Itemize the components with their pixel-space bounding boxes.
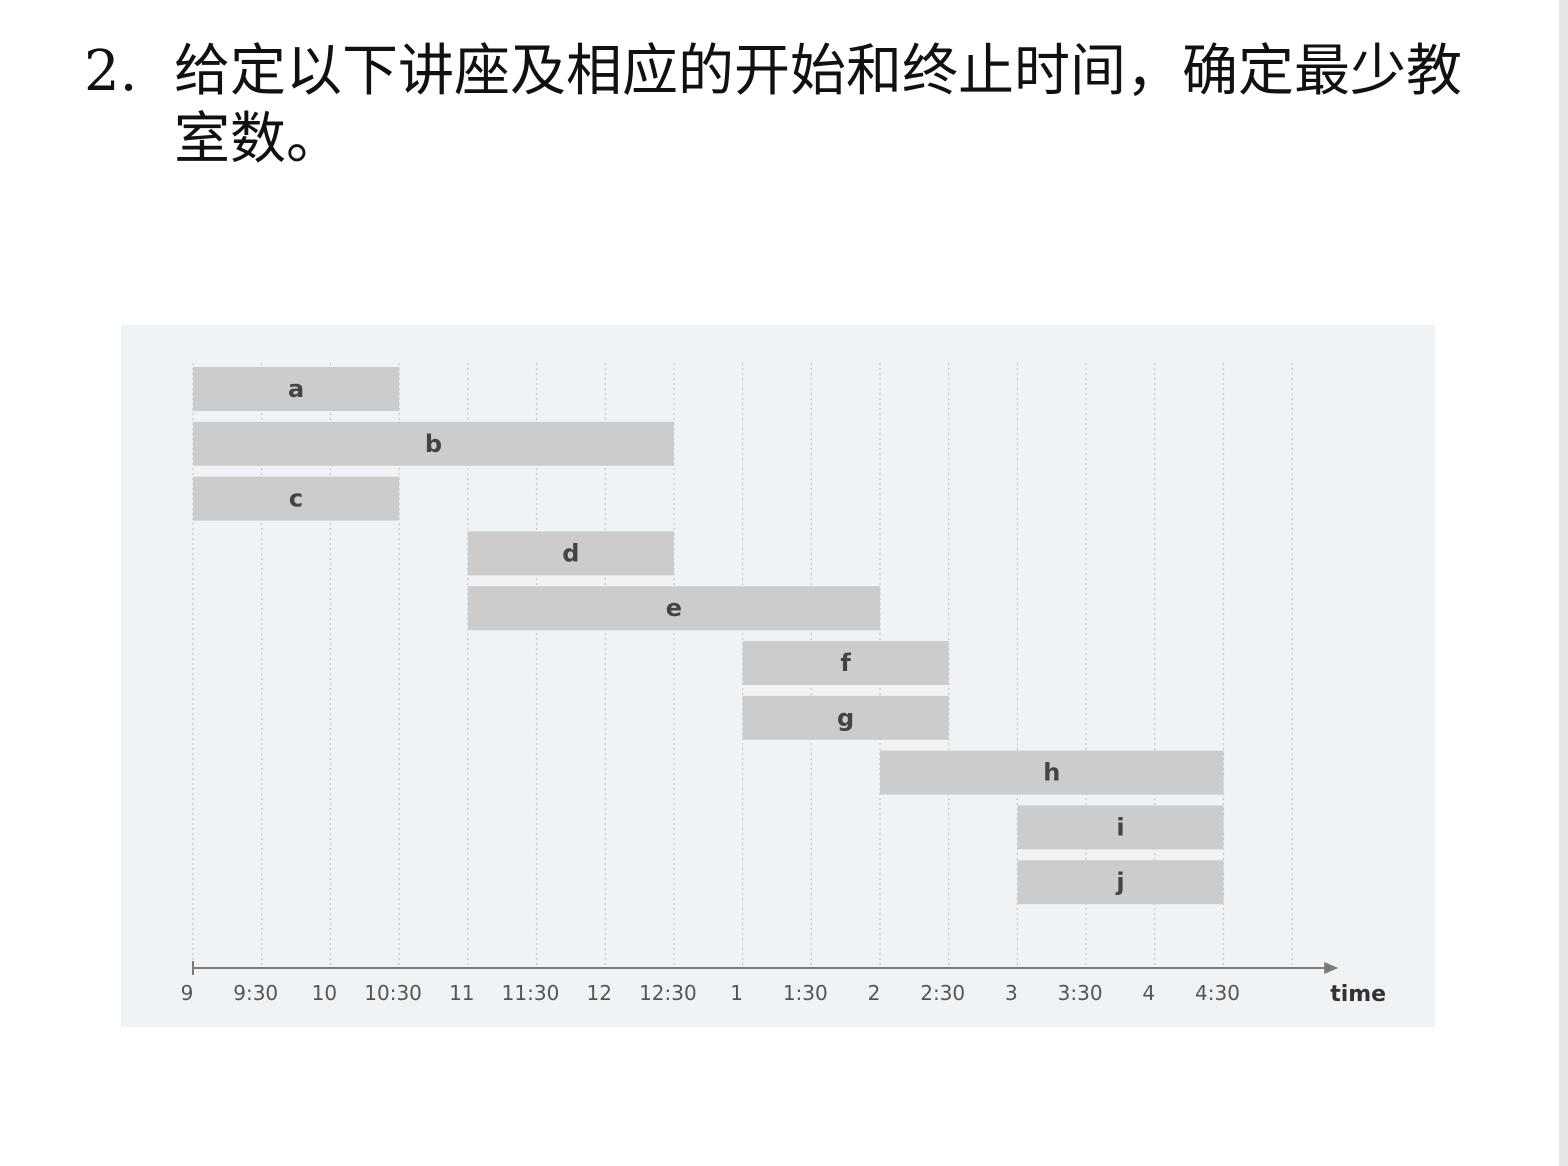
lecture-bar-h bbox=[880, 750, 1224, 795]
lecture-bar-a bbox=[193, 367, 400, 411]
x-tick-label: 9 bbox=[181, 981, 194, 1005]
x-tick-label: 4 bbox=[1142, 981, 1155, 1005]
x-tick-label: 10 bbox=[312, 981, 337, 1005]
window-edge bbox=[1559, 0, 1568, 1166]
lecture-bar-d bbox=[467, 531, 674, 576]
x-tick-label: 3:30 bbox=[1058, 981, 1103, 1005]
time-axis-arrowhead bbox=[1324, 962, 1339, 974]
x-tick-label: 4:30 bbox=[1195, 981, 1240, 1005]
x-tick-label: 11 bbox=[449, 981, 474, 1005]
lecture-bar-c bbox=[193, 476, 400, 521]
x-tick-label: 12:30 bbox=[639, 981, 697, 1005]
lecture-bar-f bbox=[742, 641, 949, 685]
lecture-label-f: f bbox=[840, 649, 851, 677]
x-tick-label: 2 bbox=[868, 981, 881, 1005]
x-tick-label: 10:30 bbox=[364, 981, 422, 1005]
x-tick-label: 2:30 bbox=[920, 981, 965, 1005]
lecture-bar-e bbox=[467, 586, 880, 631]
x-tick-label: 1 bbox=[730, 981, 743, 1005]
lecture-schedule-chart: a b c d e f g h i j 9 9:30 10 10:30 11 11:30 12 12:30 1 1:3… bbox=[121, 325, 1435, 1027]
x-axis-title: time bbox=[1330, 982, 1386, 1007]
x-tick-label: 1:30 bbox=[783, 981, 828, 1005]
lecture-label-c: c bbox=[289, 485, 303, 513]
lecture-label-a: a bbox=[288, 375, 304, 403]
lecture-label-g: g bbox=[837, 704, 854, 732]
question-number: 2. bbox=[84, 39, 138, 104]
question-text-line-1: 给定以下讲座及相应的开始和终止时间，确定最少教 bbox=[174, 39, 1462, 104]
lecture-label-h: h bbox=[1043, 759, 1060, 787]
x-tick-label: 3 bbox=[1005, 981, 1018, 1005]
question-text-line-2: 室数。 bbox=[174, 107, 342, 172]
lecture-bar-b bbox=[193, 421, 674, 466]
x-tick-label: 9:30 bbox=[233, 981, 278, 1005]
lecture-label-d: d bbox=[562, 539, 579, 567]
lecture-bar-j bbox=[1017, 860, 1224, 905]
lecture-label-e: e bbox=[666, 594, 682, 622]
lecture-bar-g bbox=[742, 695, 949, 740]
x-tick-label: 11:30 bbox=[502, 981, 560, 1005]
x-tick-label: 12 bbox=[586, 981, 611, 1005]
lecture-bar-i bbox=[1017, 805, 1224, 850]
lecture-label-i: i bbox=[1116, 813, 1124, 841]
lecture-label-j: j bbox=[1115, 868, 1124, 896]
lecture-label-b: b bbox=[425, 430, 442, 458]
